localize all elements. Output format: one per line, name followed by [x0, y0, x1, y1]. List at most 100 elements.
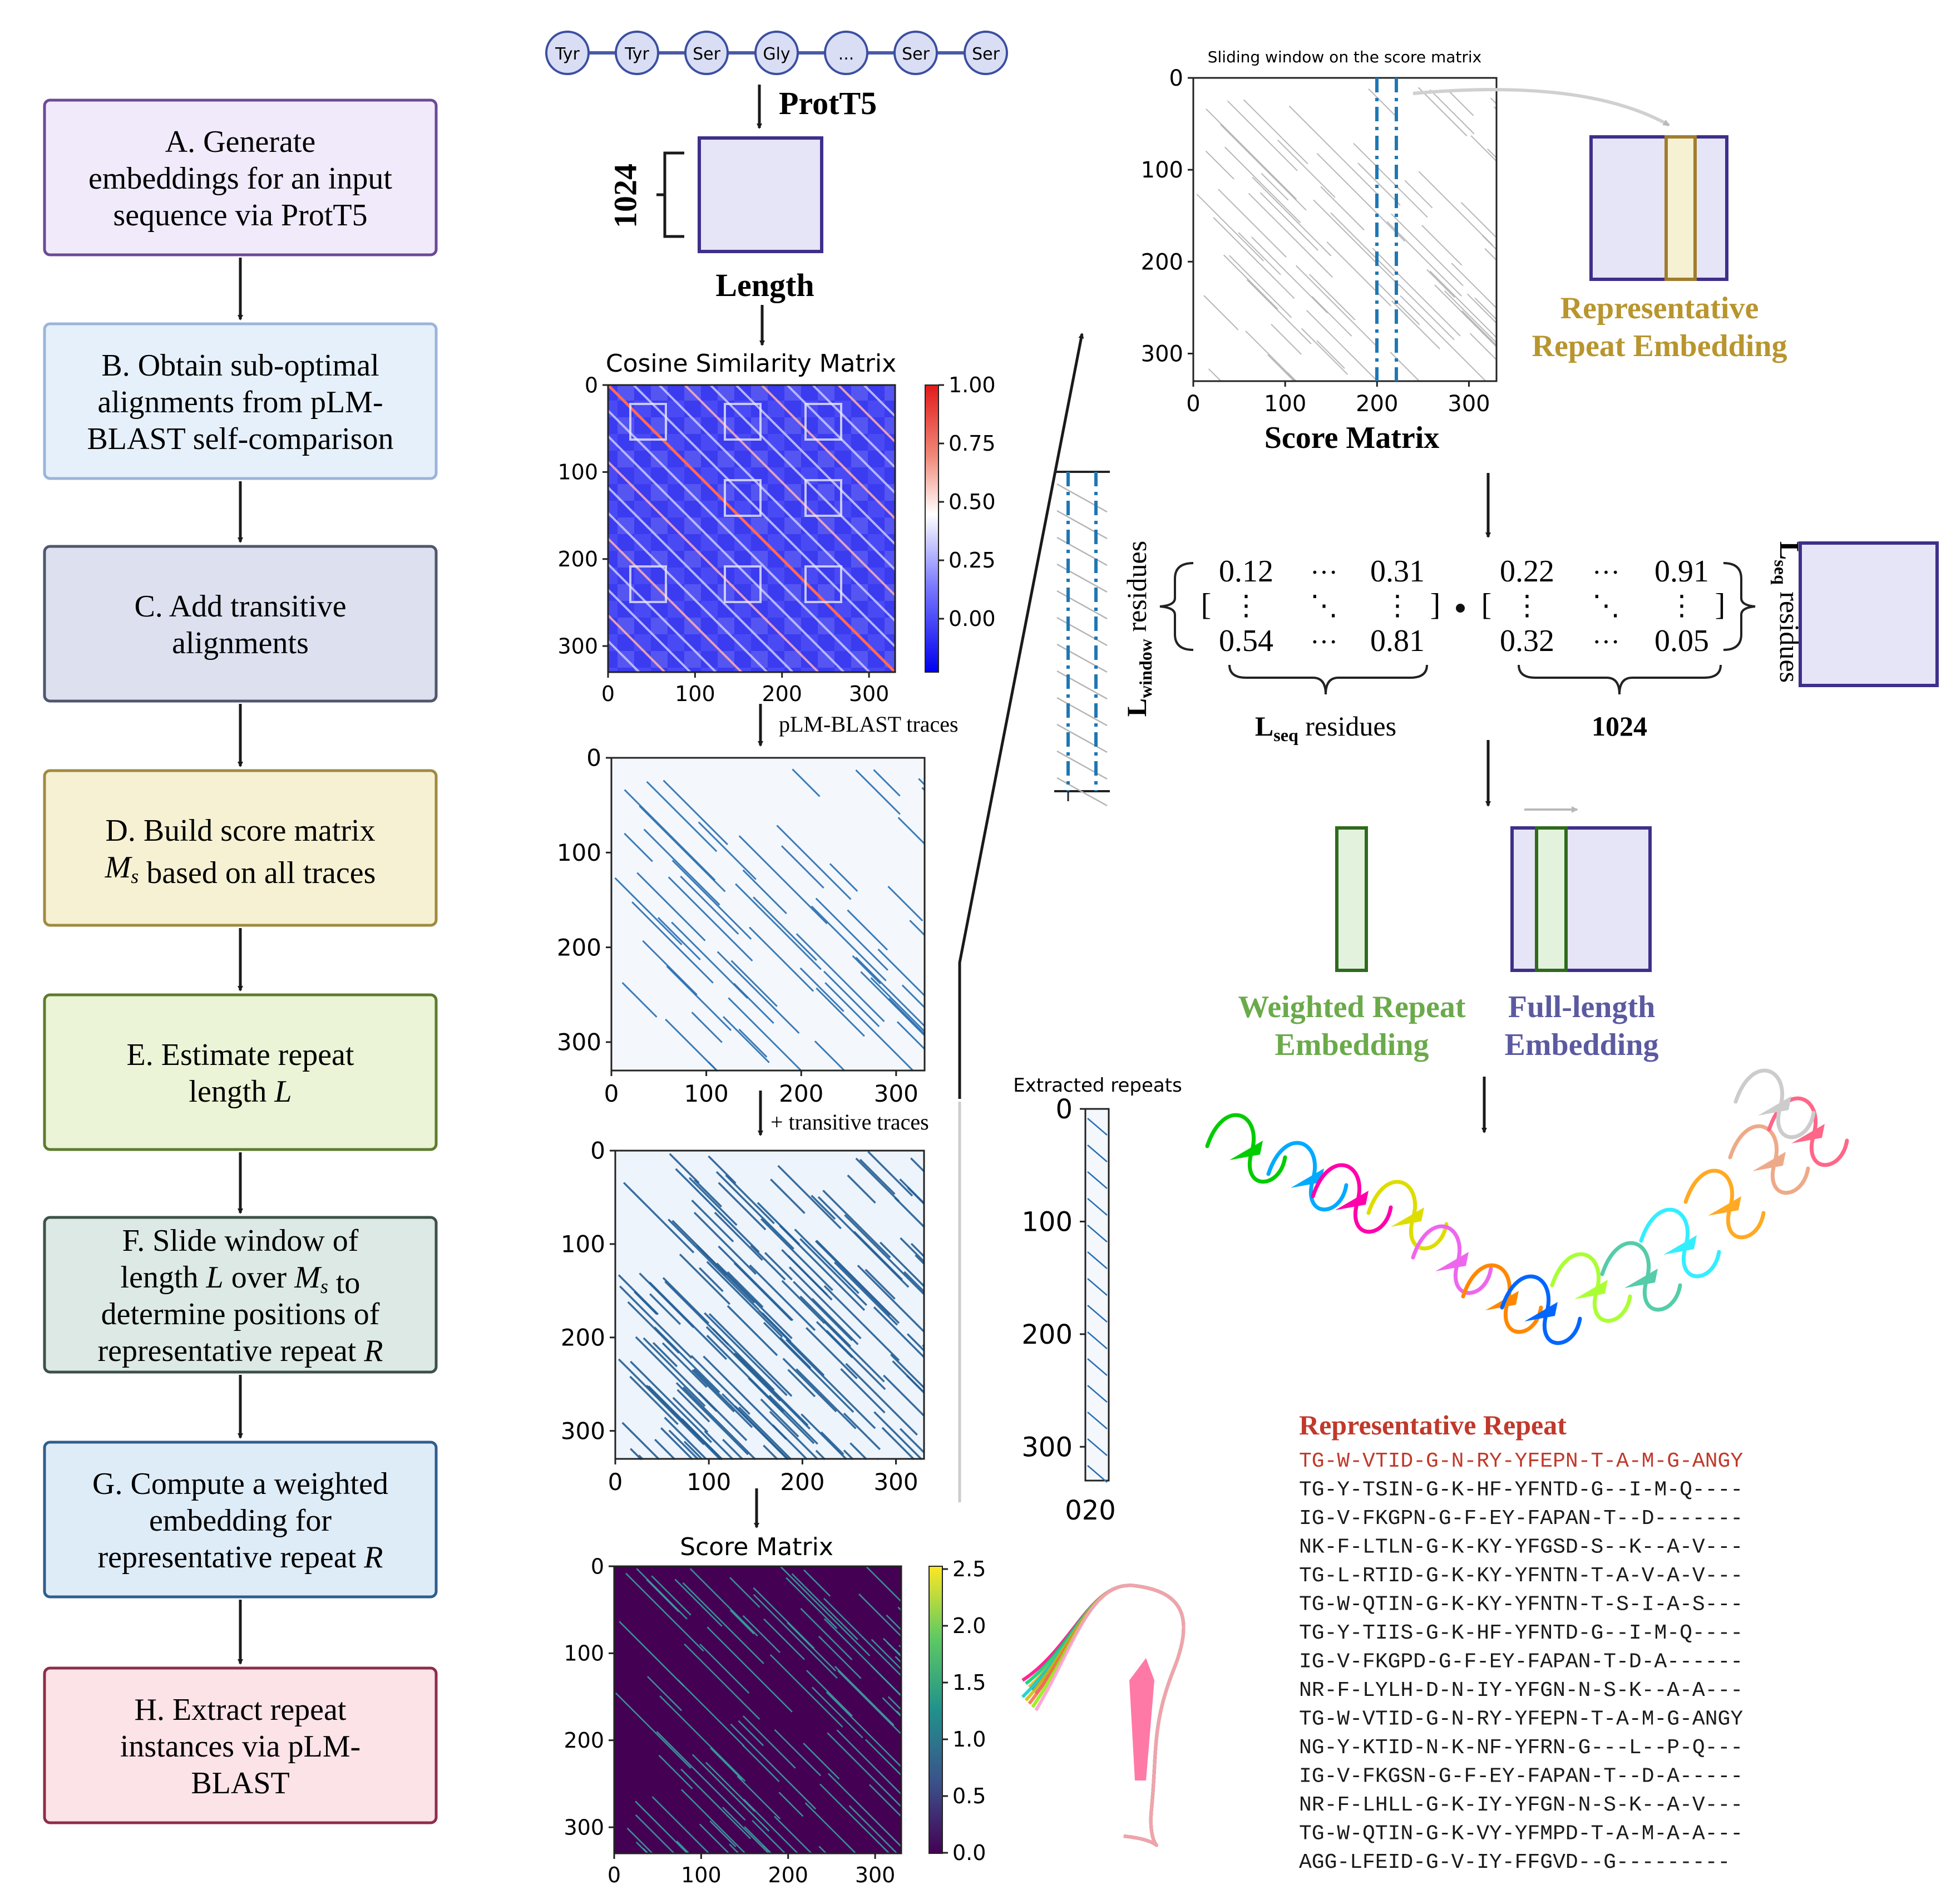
- transitive-lines: [618, 1151, 925, 1461]
- y-tick-label: 200: [557, 547, 598, 571]
- colorbar-tick: 0.25: [949, 548, 996, 573]
- step-text-line: alignments: [172, 626, 309, 660]
- y-tick-label: 200: [1141, 249, 1183, 275]
- alignment-row: IG-V-FKGPN-G-F-EY-FAPAN-T--D-------: [1299, 1507, 1743, 1531]
- matrix-a-bl: 0.54: [1219, 624, 1273, 658]
- x-tick-label: 200: [762, 682, 802, 706]
- superposed-repeats-cartoon: [1021, 1584, 1186, 1847]
- step-text-line: A. Generate: [165, 125, 316, 159]
- score-lines: [615, 1566, 902, 1854]
- y-tick-label: 300: [557, 1029, 601, 1056]
- step-text-line: determine positions of: [101, 1297, 380, 1331]
- alignment-row: IG-V-FKGSN-G-F-EY-FAPAN-T--D-A-----: [1299, 1765, 1743, 1789]
- alignment-row: NR-F-LHLL-G-K-IY-YFGN-N-S-K--A-V---: [1299, 1793, 1743, 1817]
- matrix-a-brace: [1159, 562, 1194, 651]
- weighted-embedding-box: [1335, 826, 1368, 972]
- x-tick-label: 200: [780, 1468, 824, 1496]
- residue-node: [615, 31, 659, 75]
- y-tick-label: 100: [1141, 157, 1183, 183]
- score-matrix-caption: Score Matrix: [1265, 421, 1440, 455]
- repeat-alignment: TG-W-VTID-G-N-RY-YFEPN-T-A-M-G-ANGY TG-Y-…: [1299, 1449, 1743, 1875]
- residue-label: Ser: [902, 45, 930, 64]
- matrix-a-br: 0.81: [1370, 624, 1425, 658]
- weighted-label-line1: Weighted Repeat: [1238, 990, 1465, 1024]
- x-tick-label: 100: [686, 1468, 731, 1496]
- x-tick-label: 300: [855, 1863, 896, 1887]
- matrix-b-underbrace: [1518, 664, 1722, 695]
- extracted-xticks: 020: [1065, 1495, 1116, 1526]
- fulllength-label-line2: Embedding: [1505, 1028, 1659, 1062]
- sliding-lines: [1196, 87, 1497, 382]
- residue-node: [754, 31, 799, 75]
- y-tick-label: 200: [561, 1324, 605, 1351]
- colorbar-tick: 1.5: [952, 1670, 986, 1695]
- rep-repeat-title: Representative Repeat: [1299, 1409, 1567, 1441]
- svg-text:⋮: ⋮: [1668, 590, 1696, 621]
- residue-node: [964, 31, 1008, 75]
- extracted-ytick: 100: [1021, 1206, 1073, 1237]
- alignment-row: NK-F-LTLN-G-K-KY-YFGSD-S--K--A-V---: [1299, 1536, 1743, 1560]
- svg-text:···: ···: [1592, 626, 1620, 657]
- alignment-row: TG-Y-TSIN-G-K-HF-YFNTD-G--I-M-Q----: [1299, 1478, 1743, 1502]
- colorbar-tick: 1.0: [952, 1727, 986, 1752]
- extracted-ytick: 300: [1021, 1432, 1073, 1463]
- svg-text:]: ]: [1430, 588, 1441, 622]
- x-tick-label: 100: [1264, 391, 1306, 417]
- cosine-colorbar: [925, 384, 939, 673]
- svg-text:⋮: ⋮: [1384, 590, 1411, 621]
- traces-lines: [614, 768, 926, 1072]
- step-box-bg: [43, 993, 438, 1151]
- residue-label: Gly: [763, 45, 790, 64]
- alignment-row: TG-W-VTID-G-N-RY-YFEPN-T-A-M-G-ANGY: [1299, 1708, 1743, 1732]
- y-tick-label: 100: [557, 839, 601, 866]
- svg-text:⋱: ⋱: [1592, 590, 1620, 621]
- matrix-b-br: 0.05: [1654, 624, 1709, 658]
- colorbar-tick: 2.0: [952, 1614, 986, 1638]
- sliding-plot: [1193, 78, 1496, 381]
- cosine-colorbar-ticks: 1.00 0.75 0.50 0.25 0.00: [939, 373, 996, 631]
- x-tick-label: 300: [1448, 391, 1490, 417]
- x-tick-label: 300: [874, 1080, 918, 1107]
- plm-traces-label: pLM-BLAST traces: [779, 712, 959, 737]
- embedding-dim-label: 1024: [607, 164, 643, 228]
- svg-text:⋱: ⋱: [1310, 590, 1338, 621]
- score-axes: 0 0 100 100 200 200 300 300: [564, 1554, 895, 1887]
- step-box-bg: [43, 322, 438, 480]
- step-text-line: BLAST: [191, 1766, 289, 1801]
- y-tick-label: 100: [557, 460, 598, 485]
- residue-chain: Tyr Tyr Ser Gly... Ser Ser: [545, 31, 1008, 75]
- step-text-line: length L: [189, 1074, 292, 1109]
- arrow-to-sliding: [958, 333, 1084, 1099]
- residue-node: [684, 31, 729, 75]
- fulllength-embedding-box: [1510, 826, 1652, 972]
- colorbar-tick: 0.5: [952, 1784, 986, 1808]
- cosine-title: Cosine Similarity Matrix: [606, 349, 896, 378]
- sliding-axes: 0 0 100 100 200 200 300 300: [1141, 66, 1490, 417]
- step-box-bg: [43, 98, 438, 257]
- matrix-b-tr: 0.91: [1654, 554, 1709, 589]
- step-text-line: G. Compute a weighted: [92, 1467, 388, 1501]
- x-tick-label: 0: [604, 1080, 619, 1107]
- x-tick-label: 0: [607, 1863, 621, 1887]
- y-tick-label: 0: [585, 373, 598, 397]
- matrix-a-hdots: ···: [1310, 556, 1338, 588]
- score-heatmap: [614, 1566, 901, 1853]
- step-box-bg: [43, 545, 438, 703]
- l-seq-bottom-label: Lseq residues: [1255, 711, 1396, 745]
- svg-text:]: ]: [1715, 588, 1726, 622]
- step-text-line: Ms based on all traces: [105, 850, 376, 890]
- residue-label: Tyr: [624, 45, 649, 64]
- residue-label: Ser: [693, 45, 721, 64]
- matrix-a-tr: 0.31: [1370, 554, 1425, 589]
- step-text-line: representative repeat R: [97, 1334, 383, 1368]
- residue-node: [893, 31, 938, 75]
- residue-node: [824, 31, 868, 75]
- y-tick-label: 100: [561, 1231, 605, 1258]
- step-text-line: sequence via ProtT5: [113, 198, 367, 233]
- residue-label: Tyr: [555, 45, 580, 64]
